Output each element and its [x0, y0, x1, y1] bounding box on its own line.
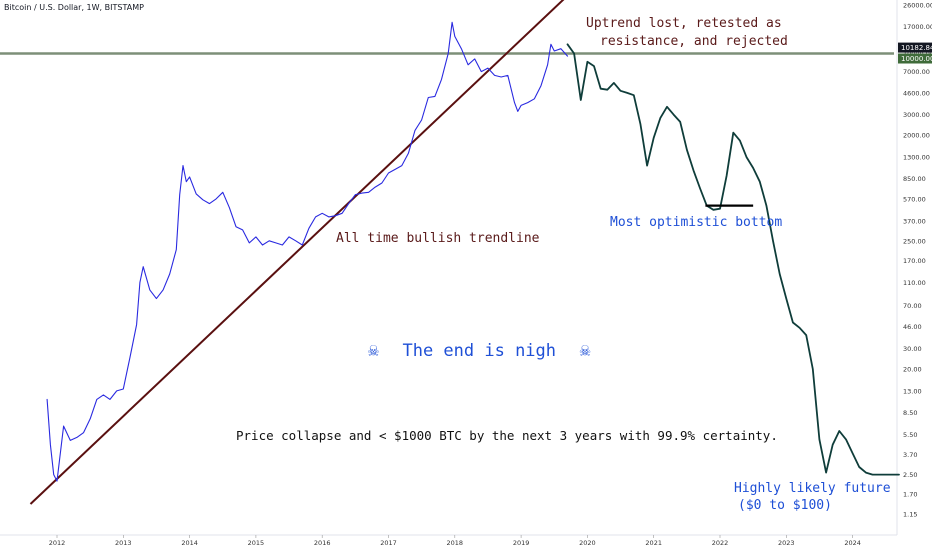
y-tick-label: 4600.00 [903, 89, 930, 97]
y-tick-label: 8.50 [903, 409, 917, 417]
x-tick-label: 2021 [645, 539, 662, 547]
x-tick-label: 2024 [844, 539, 861, 547]
y-tick-label: 13.00 [903, 387, 922, 395]
y-tick-label: 3000.00 [903, 111, 930, 119]
y-tick-label: 5.50 [903, 431, 917, 439]
future-label-line2: ($0 to $100) [738, 498, 832, 513]
x-tick-label: 2017 [380, 539, 397, 547]
y-tick-label: 2000.00 [903, 132, 930, 140]
price-tag-box [898, 42, 932, 53]
y-tick-label: 30.00 [903, 345, 922, 353]
y-tick-label: 7000.00 [903, 68, 930, 76]
y-tick-label: 110.00 [903, 279, 926, 287]
x-tick-label: 2019 [513, 539, 530, 547]
x-tick-label: 2023 [778, 539, 795, 547]
bottom-label: Most optimistic bottom [610, 215, 783, 230]
skull-crossbones-icon: ☠ [368, 340, 379, 361]
symbol-header: Bitcoin / U.S. Dollar, 1W, BITSTAMP [4, 3, 144, 12]
historical-price-line [46, 21, 569, 482]
y-tick-label: 250.00 [903, 237, 926, 245]
y-tick-label: 1.70 [903, 491, 917, 499]
doom-title: The end is nigh [402, 341, 557, 361]
uptrend-note-line2: resistance, and rejected [600, 34, 788, 49]
y-tick-label: 570.00 [903, 195, 926, 203]
y-tick-label: 1.15 [903, 511, 917, 519]
uptrend-note-line1: Uptrend lost, retested as [586, 16, 782, 31]
x-tick-label: 2018 [447, 539, 464, 547]
y-tick-label: 170.00 [903, 257, 926, 265]
y-tick-label: 70.00 [903, 302, 922, 310]
y-tick-label: 17000.00 [903, 23, 932, 31]
y-tick-label: 26000.00 [903, 2, 932, 10]
y-tick-label: 2.50 [903, 471, 917, 479]
y-tick-label: 20.00 [903, 366, 922, 374]
price-tag-label: 10000.00 [901, 55, 932, 63]
doom-title-row: ☠ The end is nigh ☠ [368, 340, 591, 361]
y-tick-label: 370.00 [903, 217, 926, 225]
y-axis-panel [897, 0, 932, 550]
skull-crossbones-icon: ☠ [579, 340, 591, 361]
x-tick-label: 2015 [248, 539, 265, 547]
x-tick-label: 2016 [314, 539, 331, 547]
trendline-label: All time bullish trendline [336, 231, 540, 246]
price-tag-label: 10182.84 [901, 44, 932, 52]
x-tick-label: 2014 [181, 539, 198, 547]
price-tag-box [898, 53, 932, 64]
forecast-line [566, 43, 900, 476]
future-label-line1: Highly likely future [734, 481, 891, 496]
x-tick-label: 2020 [579, 539, 596, 547]
y-tick-label: 850.00 [903, 175, 926, 183]
y-tick-label: 46.00 [903, 323, 922, 331]
y-tick-label: 3.70 [903, 451, 917, 459]
x-tick-label: 2013 [115, 539, 132, 547]
x-tick-label: 2022 [712, 539, 729, 547]
x-tick-label: 2012 [49, 539, 66, 547]
collapse-text: Price collapse and < $1000 BTC by the ne… [236, 428, 778, 443]
y-tick-label: 1300.00 [903, 154, 930, 162]
